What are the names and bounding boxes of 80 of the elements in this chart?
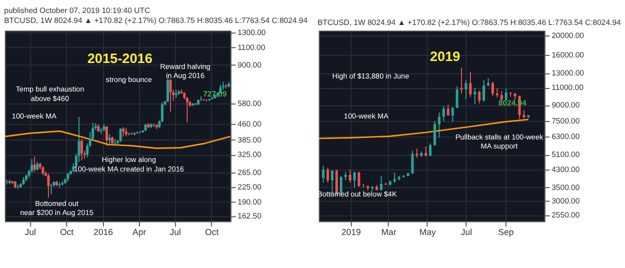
x-tick-label: Jul: [170, 227, 182, 238]
candlestick: [429, 143, 432, 157]
y-tick-label: 900.00: [238, 60, 262, 70]
y-tick-label: 1300.00: [238, 28, 266, 38]
candlestick: [128, 132, 130, 136]
x-tick-label: May: [419, 227, 436, 238]
candlestick: [353, 171, 356, 188]
candlestick: [166, 77, 170, 103]
x-tick-label: Mar: [381, 227, 396, 238]
y-tick-label: 162.50: [238, 211, 262, 220]
candlestick: [474, 87, 476, 105]
candlestick: [482, 80, 486, 102]
chart-subtitle: BTCUSD, 1W 8024.94 ▲ +170.82 (+2.17%) O:7863.75 H:8035.46 L:7763.54 C:8024.94: [4, 16, 308, 25]
candlestick: [491, 81, 494, 97]
candlestick: [105, 126, 108, 146]
y-tick-label: 190.00: [238, 197, 262, 206]
text: 2019: [430, 49, 461, 64]
y-tick-label: 225.00: [238, 182, 262, 192]
y-tick-label: 3500.00: [552, 182, 580, 192]
candlestick: [100, 128, 102, 135]
chart-subtitle: BTCUSD, 1W 8024.94 ▲ +170.82 (+2.17%) O:7863.75 H:8035.46 L:7763.54 C:8024.94: [317, 18, 622, 27]
candlestick: [460, 67, 463, 94]
candlestick: [348, 169, 352, 184]
candlestick: [358, 171, 360, 187]
candlestick: [478, 90, 481, 104]
candlestick: [78, 116, 80, 162]
candlestick: [186, 96, 188, 123]
candlestick: [438, 112, 440, 138]
candlestick: [380, 175, 383, 192]
x-tick-label: 2016: [94, 227, 114, 238]
x-tick-label: Oct: [205, 227, 220, 238]
y-tick-label: 385.00: [238, 135, 262, 144]
candlestick: [322, 165, 325, 184]
y-tick-label: 20000.00: [552, 31, 585, 40]
y-tick-label: 11000.00: [552, 83, 584, 92]
candlestick: [442, 105, 445, 122]
candlestick: [433, 120, 436, 146]
x-tick-label: Oct: [60, 227, 74, 238]
candlestick: [108, 134, 111, 146]
candlestick: [411, 150, 414, 174]
candlestick: [47, 173, 50, 198]
candlestick: [393, 172, 396, 184]
y-tick-label: 4300.00: [552, 165, 580, 174]
line-series: [4, 130, 232, 149]
candlestick: [200, 96, 202, 102]
text: 2015-2016: [87, 51, 153, 66]
x-tick-label: Apr: [132, 227, 146, 238]
y-tick-label: 1100.00: [238, 42, 266, 52]
y-tick-label: 6300.00: [552, 132, 580, 141]
y-tick-label: 9000.00: [552, 100, 580, 110]
y-tick-label: 580.00: [238, 99, 262, 108]
y-tick-label: 265.00: [238, 168, 262, 178]
candlestick: [169, 78, 172, 112]
candlestick: [122, 126, 125, 137]
y-tick-label: 460.00: [238, 120, 262, 129]
candlestick: [456, 86, 458, 109]
candlestick: [224, 84, 228, 89]
candlestick: [464, 80, 468, 100]
y-tick-label: 325.00: [238, 150, 262, 160]
candlestick: [119, 128, 122, 143]
y-tick-label: 3000.00: [552, 196, 580, 206]
y-tick-label: 13000.00: [552, 68, 585, 78]
candlestick: [33, 156, 36, 172]
x-tick-label: Jul: [24, 227, 36, 238]
text: published October 07, 2019 10:19:40 UTC: [4, 6, 150, 16]
y-tick-label: 16000.00: [552, 50, 585, 60]
x-tick-label: 2019: [341, 227, 362, 238]
candlestick: [424, 146, 428, 157]
candlestick: [6, 179, 8, 185]
y-tick-label: 7500.00: [552, 116, 580, 126]
y-tick-label: 2550.00: [552, 210, 580, 220]
x-tick-label: Sep: [498, 227, 514, 238]
candlestick: [326, 167, 329, 184]
candlestick: [50, 183, 52, 195]
candlestick: [469, 71, 472, 98]
y-tick-label: 5100.00: [552, 150, 580, 160]
x-tick-label: Jul: [460, 227, 472, 238]
candlestick: [504, 88, 508, 101]
candlestick: [80, 138, 84, 161]
candlestick: [451, 106, 454, 122]
